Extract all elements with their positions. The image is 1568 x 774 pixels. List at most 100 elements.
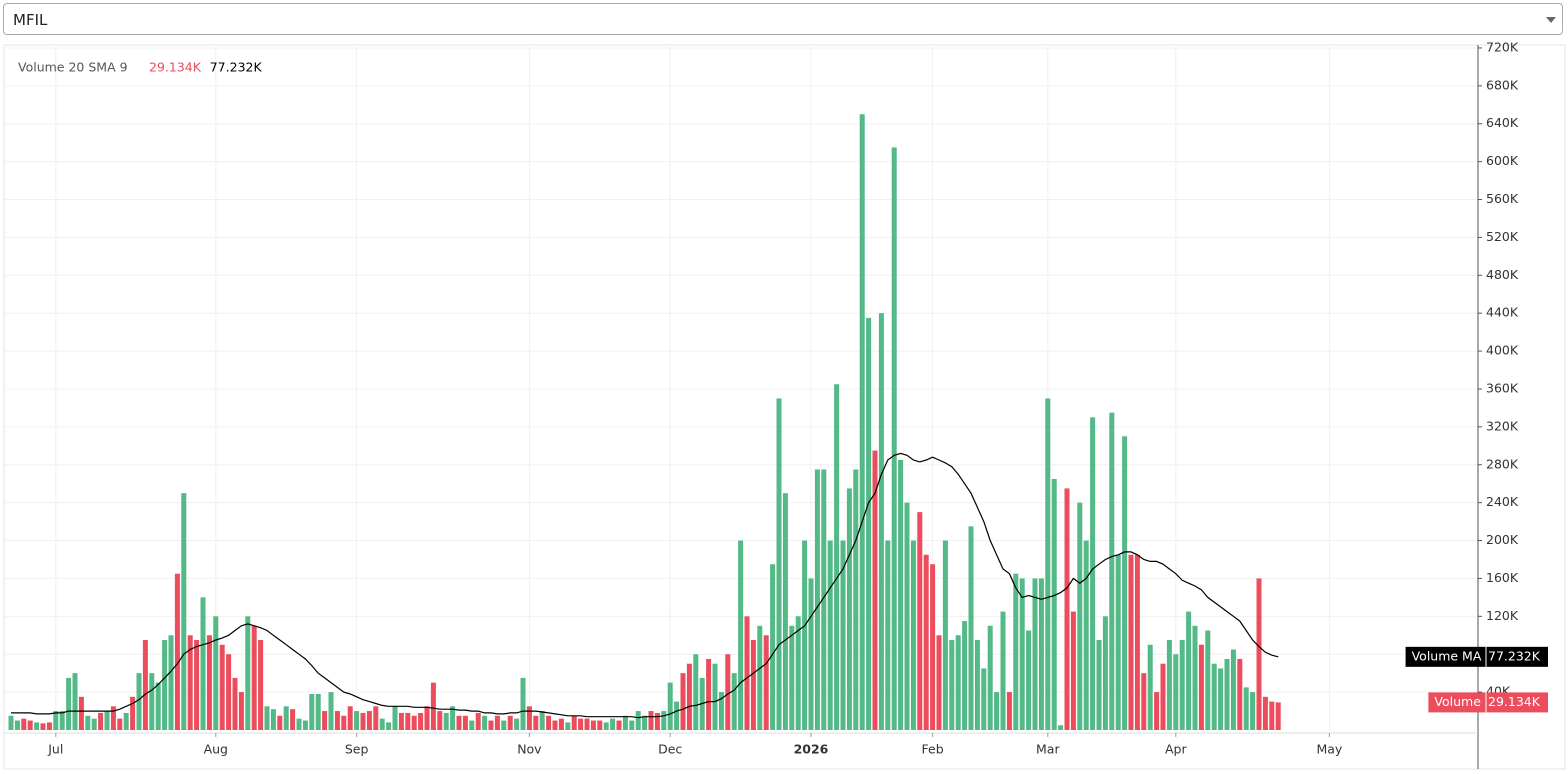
volume-bar bbox=[782, 493, 788, 730]
volume-bar bbox=[219, 644, 225, 730]
volume-bar bbox=[571, 715, 577, 730]
volume-bar bbox=[501, 720, 507, 730]
volume-bar bbox=[590, 720, 596, 730]
y-tick-label: 520K bbox=[1486, 229, 1519, 244]
x-tick-label: Dec bbox=[658, 742, 682, 757]
volume-bar bbox=[245, 616, 251, 730]
volume-bar bbox=[1211, 663, 1217, 730]
volume-bar bbox=[750, 640, 756, 730]
volume-bar bbox=[853, 469, 859, 730]
volume-bar bbox=[130, 696, 136, 730]
volume-bar bbox=[654, 712, 660, 730]
x-tick-label: Sep bbox=[345, 742, 369, 757]
volume-bar bbox=[610, 718, 616, 730]
y-tick-label: 680K bbox=[1486, 77, 1519, 92]
y-tick-label: 720K bbox=[1486, 39, 1519, 54]
volume-bar bbox=[258, 640, 264, 730]
volume-bar bbox=[546, 715, 552, 730]
volume-bar bbox=[110, 706, 116, 730]
volume-bar bbox=[1026, 630, 1032, 730]
volume-bar bbox=[1218, 668, 1224, 730]
axis-series-name: Volume bbox=[1434, 694, 1481, 709]
volume-bar bbox=[27, 720, 33, 730]
volume-bar bbox=[1250, 692, 1256, 730]
volume-bar bbox=[949, 640, 955, 730]
volume-bar bbox=[814, 469, 820, 730]
volume-bar bbox=[1045, 398, 1051, 730]
volume-bar bbox=[936, 635, 942, 730]
volume-bar bbox=[565, 722, 571, 730]
volume-bar bbox=[507, 715, 513, 730]
volume-bar bbox=[859, 114, 865, 730]
volume-bar bbox=[578, 718, 584, 730]
x-tick-label: Aug bbox=[204, 742, 228, 757]
volume-bar bbox=[642, 715, 648, 730]
volume-bar bbox=[1077, 502, 1083, 730]
volume-bar bbox=[942, 540, 948, 730]
y-tick-label: 120K bbox=[1486, 608, 1519, 623]
volume-bar bbox=[360, 712, 366, 730]
volume-bar bbox=[533, 715, 539, 730]
volume-bar bbox=[181, 493, 187, 730]
volume-bar bbox=[661, 711, 667, 730]
y-tick-label: 480K bbox=[1486, 267, 1519, 282]
volume-bar bbox=[85, 715, 91, 730]
volume-bar bbox=[462, 715, 468, 730]
volume-bar bbox=[72, 673, 78, 730]
volume-bar bbox=[174, 573, 180, 730]
volume-bar bbox=[155, 682, 161, 730]
volume-bar bbox=[725, 654, 731, 730]
volume-bar bbox=[520, 677, 526, 730]
volume-bar bbox=[194, 640, 200, 730]
volume-bar bbox=[213, 616, 219, 730]
volume-bar bbox=[232, 677, 238, 730]
volume-bar bbox=[1173, 654, 1179, 730]
x-tick-label: Feb bbox=[922, 742, 944, 757]
symbol-dropdown[interactable]: MFIL bbox=[3, 3, 1563, 35]
volume-bar bbox=[635, 711, 641, 730]
volume-bar bbox=[1128, 554, 1134, 730]
volume-bar bbox=[91, 718, 97, 730]
volume-bar bbox=[648, 711, 654, 730]
volume-bar bbox=[309, 694, 315, 730]
volume-bar bbox=[430, 682, 436, 730]
x-tick-label: Nov bbox=[517, 742, 542, 757]
volume-bar bbox=[392, 706, 398, 730]
volume-bar bbox=[40, 723, 46, 730]
volume-bar bbox=[1237, 658, 1243, 730]
volume-bar bbox=[78, 696, 84, 730]
axis-series-name: Volume MA bbox=[1412, 648, 1482, 663]
volume-bar bbox=[834, 384, 840, 730]
volume-bar bbox=[1141, 673, 1147, 730]
volume-bar bbox=[1192, 625, 1198, 730]
volume-bar bbox=[872, 450, 878, 730]
volume-bar bbox=[354, 711, 360, 730]
volume-bar bbox=[21, 718, 27, 730]
volume-bar bbox=[1051, 478, 1057, 730]
volume-bar bbox=[789, 625, 795, 730]
volume-bar bbox=[923, 554, 929, 730]
dropdown-value: MFIL bbox=[13, 11, 48, 29]
volume-bar bbox=[322, 711, 328, 730]
volume-bar bbox=[1256, 578, 1262, 730]
volume-bar bbox=[1166, 640, 1172, 730]
volume-bar bbox=[104, 711, 110, 730]
volume-bar bbox=[827, 540, 833, 730]
volume-bar bbox=[878, 313, 884, 730]
volume-bar bbox=[1096, 640, 1102, 730]
volume-bar bbox=[603, 722, 609, 730]
volume-bar bbox=[437, 711, 443, 730]
volume-bar bbox=[226, 654, 232, 730]
volume-bar bbox=[46, 722, 52, 730]
volume-bar bbox=[718, 692, 724, 730]
volume-bar bbox=[1038, 578, 1044, 730]
axis-label-bg bbox=[1428, 692, 1548, 713]
volume-bar bbox=[770, 564, 776, 730]
indicator-legend: Volume 20 SMA 9 bbox=[18, 60, 128, 75]
volume-bar bbox=[418, 712, 424, 730]
volume-bar bbox=[270, 709, 276, 730]
volume-bar bbox=[885, 540, 891, 730]
x-tick-label: Mar bbox=[1036, 742, 1060, 757]
